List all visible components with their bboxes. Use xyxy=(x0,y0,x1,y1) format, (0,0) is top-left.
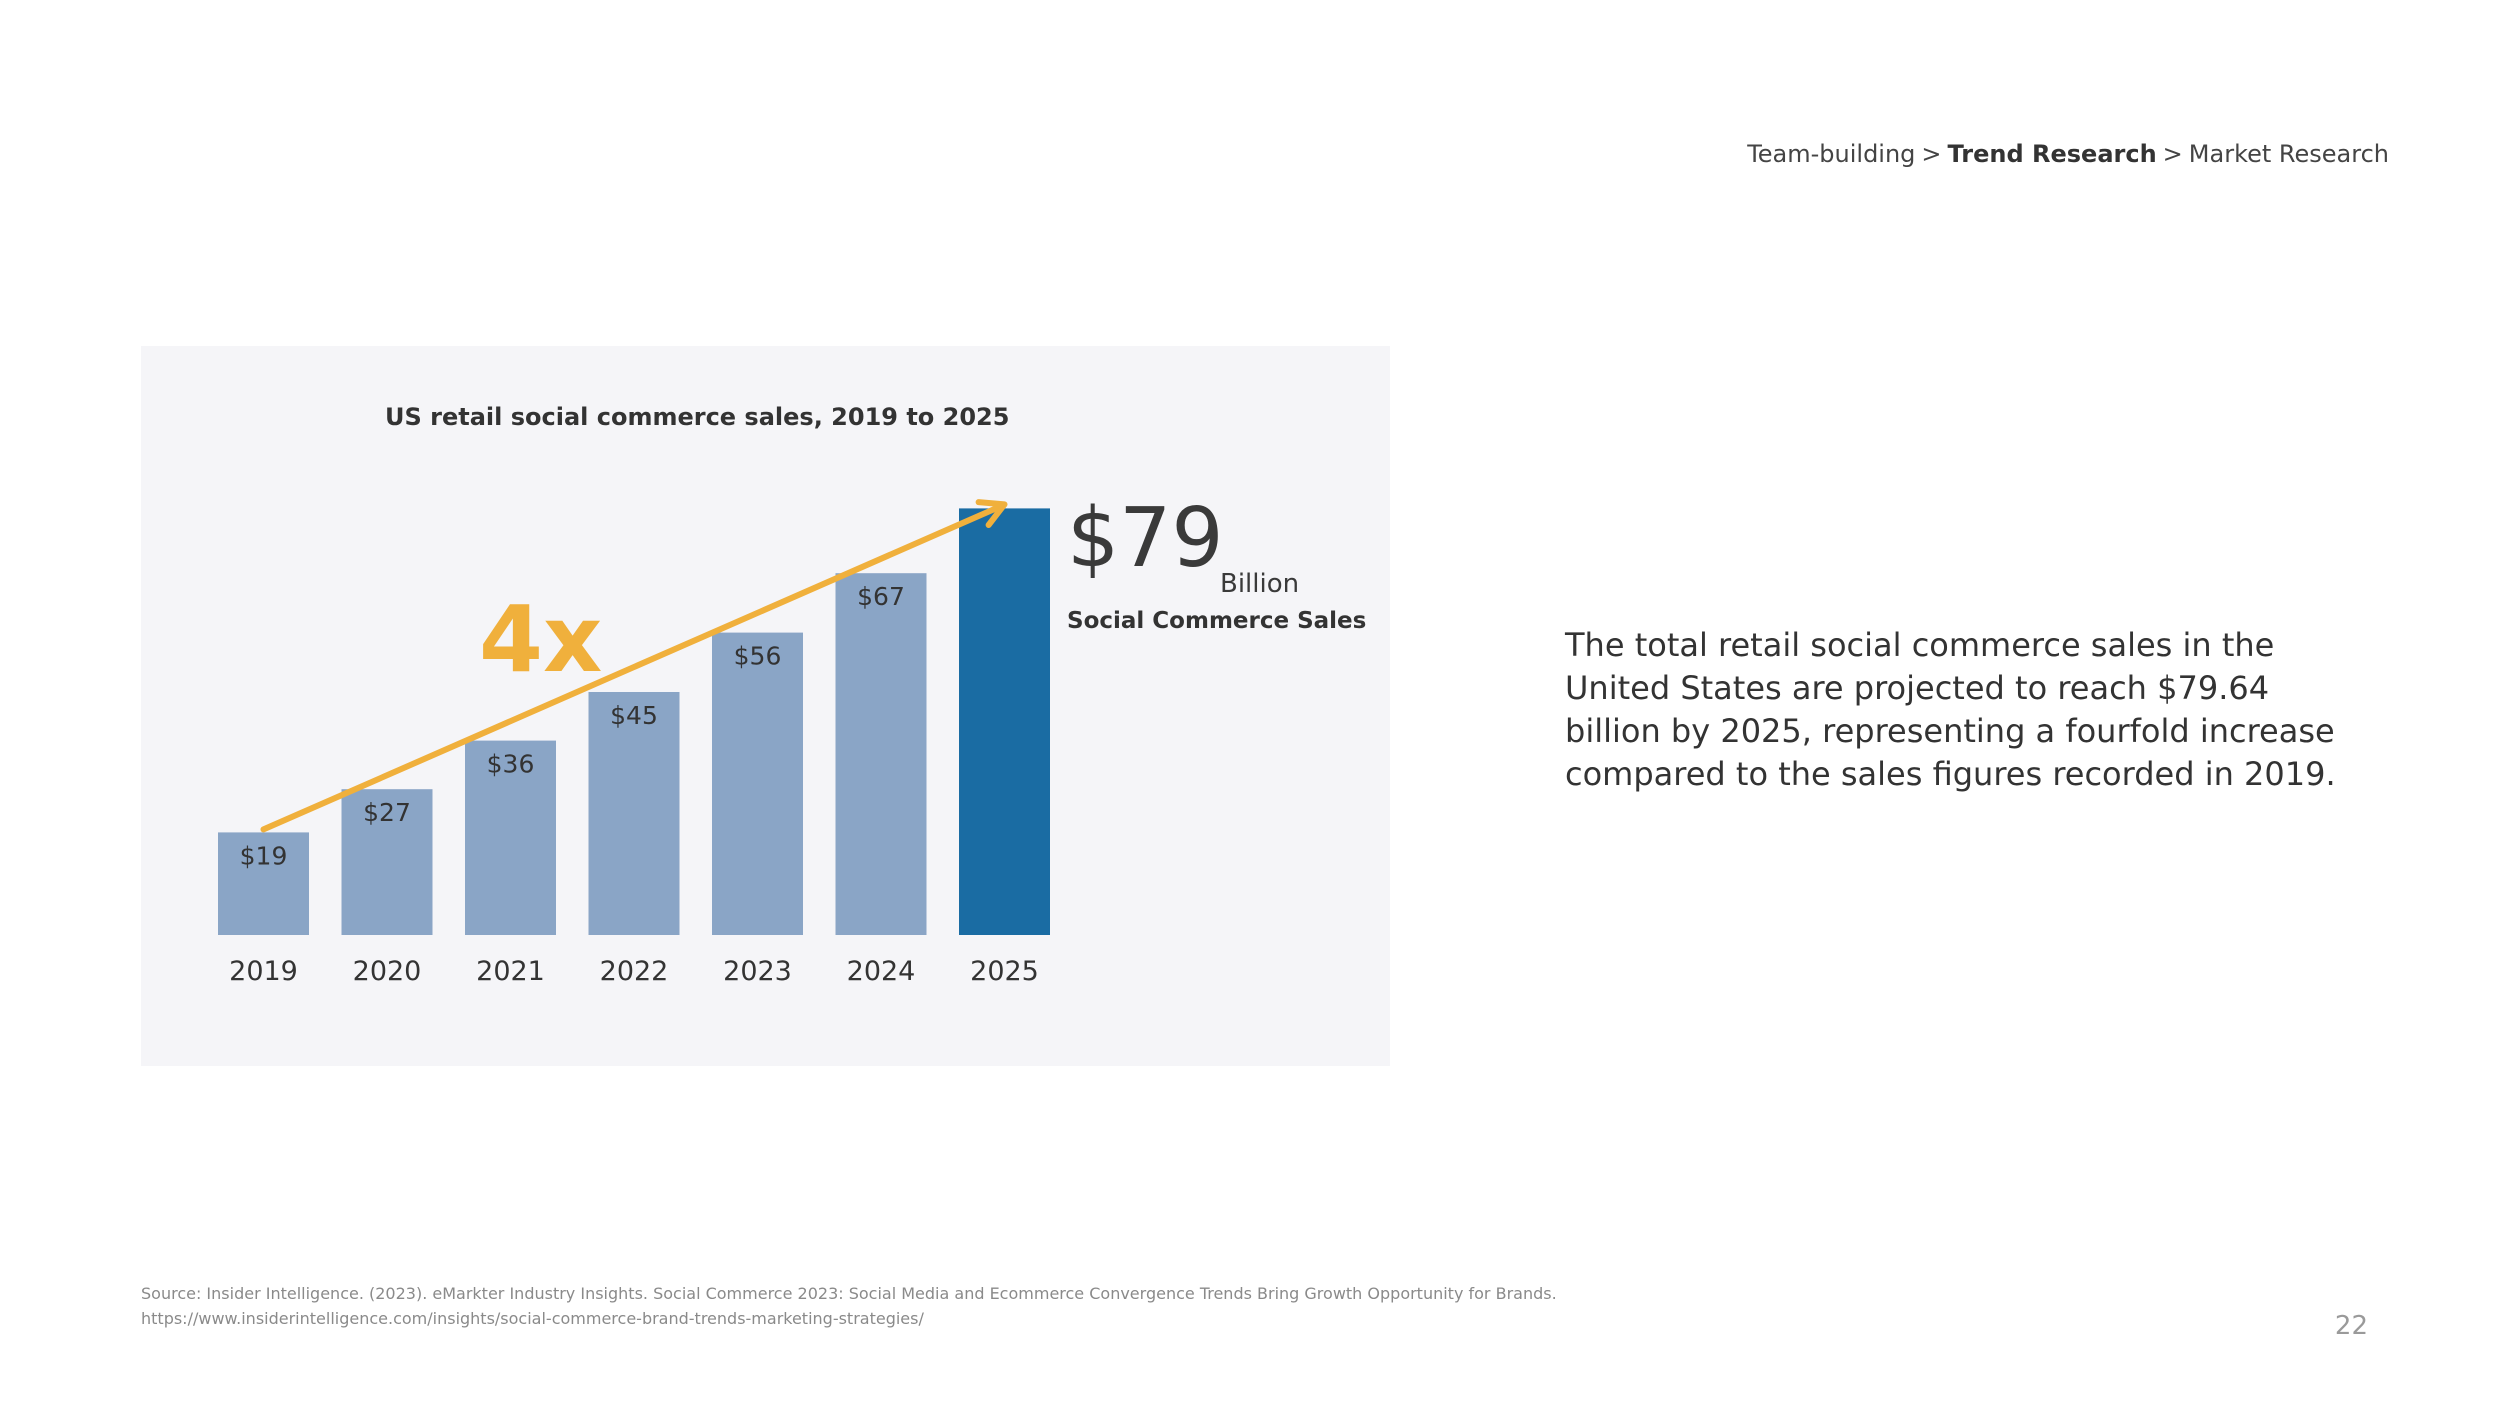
x-tick-label-2025: 2025 xyxy=(970,956,1039,987)
trend-arrow-line xyxy=(260,503,1004,833)
bar-2023 xyxy=(712,632,803,935)
x-tick-label-2023: 2023 xyxy=(723,956,792,987)
callout-caption: Social Commerce Sales xyxy=(1067,608,1366,634)
data-label-2024: $67 xyxy=(857,582,905,611)
breadcrumb-item-market-research[interactable]: Market Research xyxy=(2188,140,2389,168)
description-text: The total retail social commerce sales i… xyxy=(1565,626,2336,793)
bar-2020 xyxy=(341,789,433,935)
source-citation: Source: Insider Intelligence. (2023). eM… xyxy=(141,1281,1841,1331)
data-label-2021: $36 xyxy=(487,750,535,779)
breadcrumb-separator: > xyxy=(1921,140,1942,168)
data-label-2022: $45 xyxy=(610,701,658,730)
x-tick-label-2024: 2024 xyxy=(847,956,916,987)
data-label-2023: $56 xyxy=(734,642,782,671)
source-url[interactable]: https://www.insiderintelligence.com/insi… xyxy=(141,1309,924,1328)
breadcrumb-item-team-building[interactable]: Team-building xyxy=(1747,140,1916,168)
x-tick-label-2019: 2019 xyxy=(229,956,298,987)
bar-2021 xyxy=(465,740,556,935)
sales-bar-chart: $19 2019 $27 2020 $36 2021 $45 2022 $56 2023 $67 20… xyxy=(218,491,1366,987)
bar-2019 xyxy=(218,832,309,935)
data-label-2019: $19 xyxy=(240,841,288,870)
bar-2025 xyxy=(959,508,1050,935)
breadcrumb: Team-building > Trend Research > Market Rese… xyxy=(1747,140,2389,168)
data-label-2020: $27 xyxy=(363,798,411,827)
x-tick-label-2022: 2022 xyxy=(600,956,669,987)
breadcrumb-separator: > xyxy=(2162,140,2183,168)
bar-2024 xyxy=(835,573,927,935)
callout-value: $79 xyxy=(1067,491,1224,586)
chart-title: US retail social commerce sales, 2019 to… xyxy=(385,403,1010,431)
x-tick-label-2021: 2021 xyxy=(476,956,545,987)
page-number: 22 xyxy=(2334,1311,2368,1341)
x-tick-label-2020: 2020 xyxy=(353,956,422,987)
breadcrumb-item-trend-research[interactable]: Trend Research xyxy=(1947,140,2157,168)
trend-multiplier-label: 4x xyxy=(479,586,602,693)
callout-unit: Billion xyxy=(1220,569,1299,599)
chart-panel: US retail social commerce sales, 2019 to… xyxy=(141,346,1390,1066)
bar-2022 xyxy=(588,692,680,935)
source-line: Source: Insider Intelligence. (2023). eM… xyxy=(141,1284,1557,1303)
trend-arrow-head xyxy=(975,499,1008,528)
